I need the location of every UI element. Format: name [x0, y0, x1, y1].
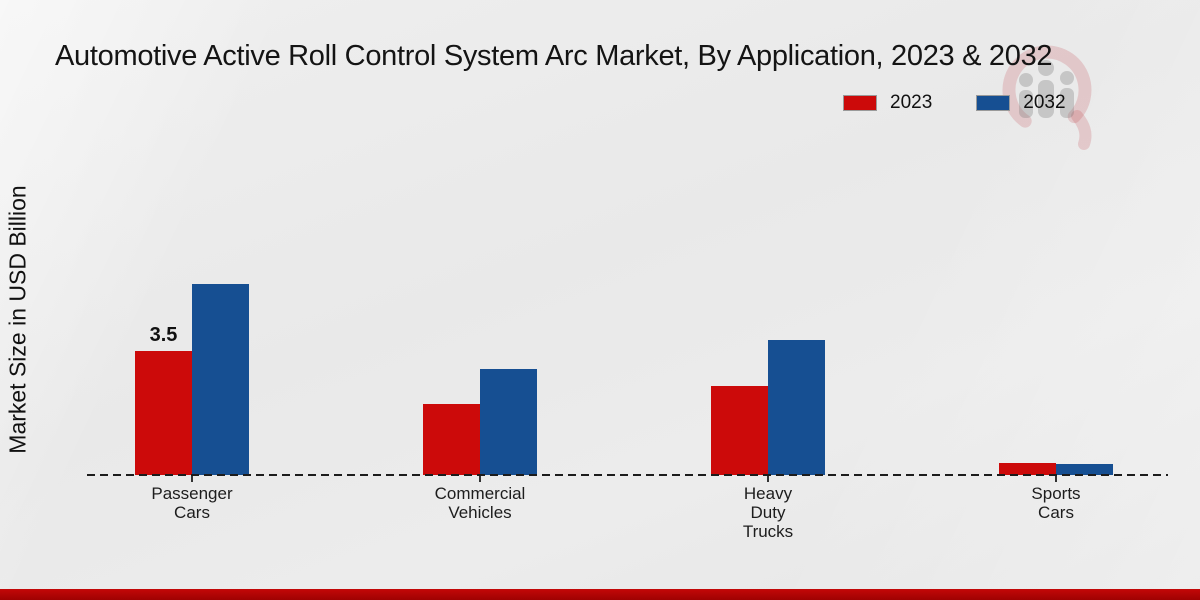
- legend-item-2023: 2023: [843, 92, 932, 114]
- x-axis-tick-sports-cars: [1055, 475, 1057, 482]
- bar-2023-passenger-cars: [135, 351, 192, 475]
- bar-2032-commercial-vehicles: [480, 369, 537, 475]
- legend-label-2023: 2023: [890, 92, 933, 113]
- market-research-logo-watermark: [1002, 45, 1092, 150]
- x-axis-tick-commercial-vehicles: [479, 475, 481, 482]
- bar-2023-heavy-duty-trucks: [711, 386, 768, 475]
- bar-2032-sports-cars: [1056, 464, 1113, 475]
- category-label-passenger-cars: Passenger Cars: [151, 484, 233, 522]
- category-label-heavy-duty-trucks: Heavy Duty Trucks: [742, 484, 794, 541]
- bar-value-label-2023-passenger-cars: 3.5: [149, 324, 178, 346]
- x-axis-baseline: [87, 474, 1168, 476]
- legend-swatch-2032: [976, 95, 1011, 111]
- legend-swatch-2023: [843, 95, 877, 111]
- legend-label-2032: 2032: [1023, 92, 1066, 113]
- bar-2032-passenger-cars: [192, 284, 249, 475]
- x-axis-tick-passenger-cars: [191, 475, 193, 482]
- x-axis-tick-heavy-duty-trucks: [767, 475, 769, 482]
- chart-title: Automotive Active Roll Control System Ar…: [55, 40, 1053, 72]
- legend-item-2032: 2032: [976, 92, 1066, 114]
- legend: 2023 2032: [843, 92, 1066, 114]
- footer-stripe: [0, 589, 1200, 600]
- category-label-commercial-vehicles: Commercial Vehicles: [434, 484, 526, 522]
- bar-2023-sports-cars: [999, 463, 1056, 475]
- bar-2023-commercial-vehicles: [423, 404, 480, 475]
- category-label-sports-cars: Sports Cars: [1031, 484, 1081, 522]
- bar-2032-heavy-duty-trucks: [768, 340, 825, 475]
